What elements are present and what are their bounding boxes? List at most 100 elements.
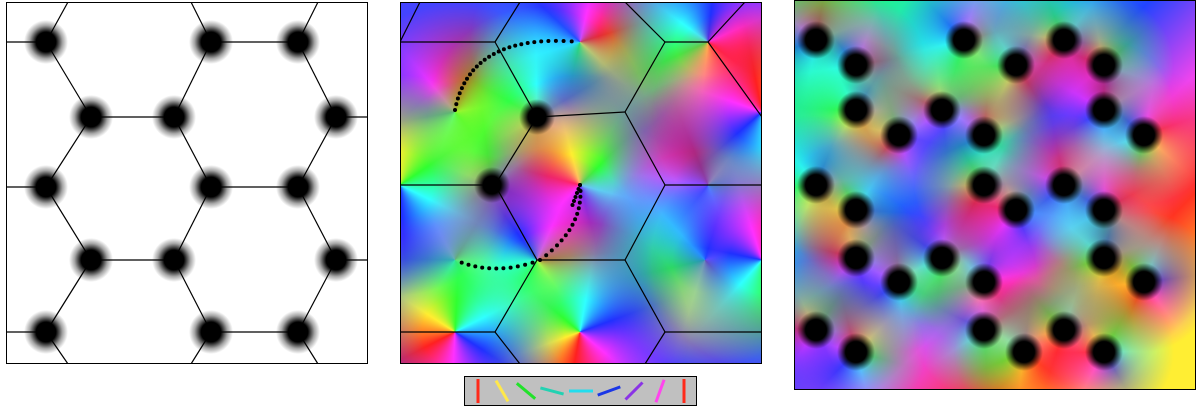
phase-colormap [400, 2, 762, 364]
disordered-phase-map [794, 0, 1196, 390]
path-dot [473, 264, 478, 269]
vortex-core [797, 311, 835, 349]
vortex-core [837, 333, 875, 371]
vortex-core [276, 165, 320, 209]
vortex-core [1085, 191, 1123, 229]
phase-vortex-field [400, 2, 762, 364]
vortex-core [1045, 21, 1083, 59]
vortex-core [965, 116, 1003, 154]
vortex-cores [474, 99, 555, 203]
lattice-edge [707, 2, 746, 43]
vortex-core [1125, 116, 1163, 154]
vortex-core [837, 46, 875, 84]
vortex-core [314, 95, 358, 139]
path-dot [494, 266, 499, 271]
density-panel [6, 2, 368, 364]
lattice-edge [400, 2, 421, 43]
vortex-core [152, 95, 196, 139]
lattice-edge [624, 259, 666, 333]
path-dot [515, 264, 520, 269]
path-dot [578, 194, 583, 199]
density-frame [6, 2, 368, 364]
lattice-edge [624, 41, 666, 113]
vortex-core [314, 238, 358, 282]
path-dot [482, 57, 487, 62]
vortex-core [965, 311, 1003, 349]
vortex-core [923, 91, 961, 129]
path-dot [457, 91, 462, 96]
lattice-edge [644, 331, 666, 364]
dotted-loop-path [453, 38, 583, 271]
path-dot [577, 200, 582, 205]
path-dot [468, 72, 472, 77]
vortex-core [276, 310, 320, 354]
legend-bar [597, 385, 621, 397]
density-map [6, 2, 368, 364]
path-dot [539, 39, 544, 44]
path-dot [454, 102, 459, 107]
vortex-core [965, 166, 1003, 204]
vortex-core [1125, 263, 1163, 301]
lattice-edge [624, 2, 666, 43]
path-dot [507, 45, 512, 50]
path-dot [478, 61, 483, 65]
path-dot [455, 96, 460, 101]
path-dot [459, 86, 464, 91]
vortex-cores [24, 20, 358, 354]
vortex-core [189, 310, 233, 354]
legend-direction-bars [476, 379, 686, 403]
path-dot [501, 47, 506, 52]
path-dot [471, 68, 476, 73]
path-dot [549, 248, 554, 253]
vortex-core [1045, 311, 1083, 349]
path-dot [544, 253, 549, 258]
path-dot [530, 260, 535, 265]
vortex-core [1045, 166, 1083, 204]
phase-map [400, 2, 762, 364]
legend-bar [540, 386, 564, 396]
path-dot [462, 81, 467, 86]
vortex-core [997, 191, 1035, 229]
vortex-core [276, 20, 320, 64]
path-dot [576, 206, 581, 211]
path-dot [491, 52, 496, 56]
vortex-core [797, 166, 835, 204]
vortex-core [1085, 46, 1123, 84]
path-dot [570, 222, 575, 227]
path-dot [523, 262, 528, 267]
path-dot [575, 211, 580, 216]
vortex-core [945, 21, 983, 59]
path-dot [570, 203, 575, 207]
path-dot [513, 43, 518, 48]
path-dot [567, 228, 572, 233]
vortex-core [69, 238, 113, 282]
vortex-core [923, 239, 961, 277]
phase-legend-graphic [464, 376, 697, 406]
vortex-core [797, 21, 835, 59]
path-dot [575, 191, 579, 195]
vortex-core [1005, 333, 1043, 371]
path-dot [572, 199, 576, 203]
vortex-core [837, 91, 875, 129]
phase-frame [400, 2, 762, 364]
vortex-core [24, 20, 68, 64]
legend-bar [494, 379, 510, 403]
legend-bar [515, 382, 537, 400]
phase-color-legend [464, 376, 697, 406]
path-dot [501, 266, 506, 271]
path-dot [519, 42, 524, 47]
path-dot [487, 266, 492, 271]
vortex-core [837, 191, 875, 229]
path-dot [459, 260, 464, 265]
vortex-core [189, 165, 233, 209]
vortex-core [519, 99, 555, 135]
path-dot [487, 54, 492, 59]
phase-panel [400, 2, 762, 364]
vortex-core [837, 239, 875, 277]
path-dot [546, 39, 551, 43]
lattice-edge [494, 259, 538, 333]
vortex-core [880, 263, 918, 301]
legend-bar [654, 379, 666, 403]
lattice-edge [624, 184, 666, 261]
legend-bar [624, 381, 644, 401]
